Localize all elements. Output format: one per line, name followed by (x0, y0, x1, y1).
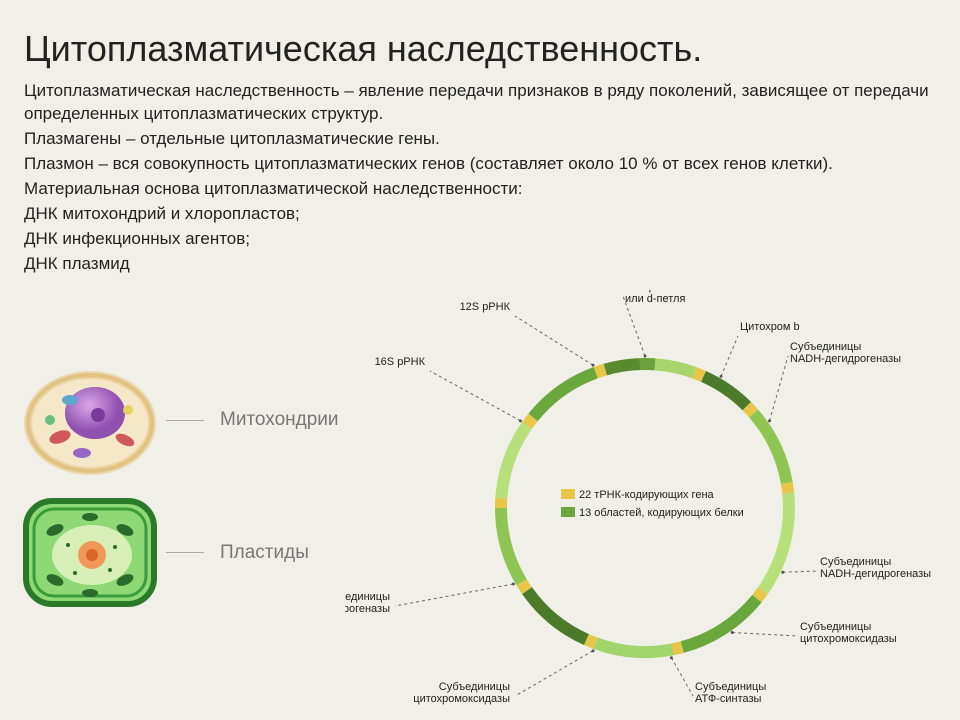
body-text: Цитоплазматическая наследственность – яв… (24, 80, 936, 276)
ring-label: Цитохром b (740, 321, 800, 333)
plastids-label: Пластиды (220, 542, 309, 564)
para-7: ДНК плазмид (24, 253, 936, 276)
ring-segment (655, 358, 697, 378)
ring-label: 16S рРНК (375, 356, 426, 368)
svg-text:13 областей, кодирующих белки: 13 областей, кодирующих белки (579, 507, 744, 519)
ring-segment (528, 367, 597, 421)
ring-leader (721, 336, 738, 376)
ring-segment (758, 492, 795, 594)
ring-label: СубъединицыАТФ-синтазы (695, 681, 766, 705)
ring-label: СубъединицыNADH-дегидрогеназы (790, 341, 901, 365)
mitochondria-label: Митохондрии (220, 409, 339, 431)
ring-leader (770, 356, 788, 421)
ring-segment (604, 358, 641, 375)
ring-segment (495, 498, 507, 508)
svg-text:22 тРНК-кодирующих гена: 22 тРНК-кодирующих гена (579, 489, 715, 501)
ring-label: Субъединицыцитохромоксидазы (413, 681, 510, 705)
mtdna-ring-diagram: Контрольная областьили d-петля 12S рРНК Ци… (345, 290, 945, 710)
ring-leader (783, 571, 818, 572)
ring-segment (701, 371, 751, 410)
para-1: Цитоплазматическая наследственность – яв… (24, 80, 936, 126)
ring-segment (495, 508, 527, 585)
plant-cell-illustration (20, 495, 160, 610)
ring-leader (671, 658, 693, 696)
leader-line (166, 552, 204, 553)
ring-segment (522, 587, 589, 645)
para-6: ДНК инфекционных агентов; (24, 228, 936, 251)
ring-segment (681, 595, 762, 653)
ring-leader (430, 371, 520, 421)
animal-cell-illustration (20, 365, 160, 475)
para-4: Материальная основа цитоплазматической н… (24, 178, 936, 201)
ring-segment (640, 358, 656, 370)
leader-line (166, 420, 204, 421)
ring-label: СубъединицыNADH-дегидрогеназы (345, 591, 390, 615)
ring-segment (594, 638, 674, 658)
para-2: Плазмагены – отдельные цитоплазматически… (24, 128, 936, 151)
ring-label: 12S рРНК (460, 301, 511, 313)
ring-label: Контрольная областьили d-петля (625, 290, 735, 305)
ring-leader (515, 651, 593, 696)
para-5: ДНК митохондрий и хлоропластов; (24, 203, 936, 226)
ring-leader (732, 633, 798, 636)
para-3: Плазмон – вся совокупность цитоплазматич… (24, 153, 936, 176)
ring-leader (395, 584, 513, 606)
ring-leader (623, 296, 645, 356)
page-title: Цитоплазматическая наследственность. (24, 28, 936, 70)
ring-label: Субъединицыцитохромоксидазы (800, 621, 897, 645)
ring-segment (781, 482, 794, 494)
ring-segment (495, 422, 532, 498)
ring-leader (515, 316, 593, 365)
ring-legend: 22 тРНК-кодирующих гена 13 областей, коди… (561, 489, 744, 519)
ring-label: СубъединицыNADH-дегидрогеназы (820, 556, 931, 580)
